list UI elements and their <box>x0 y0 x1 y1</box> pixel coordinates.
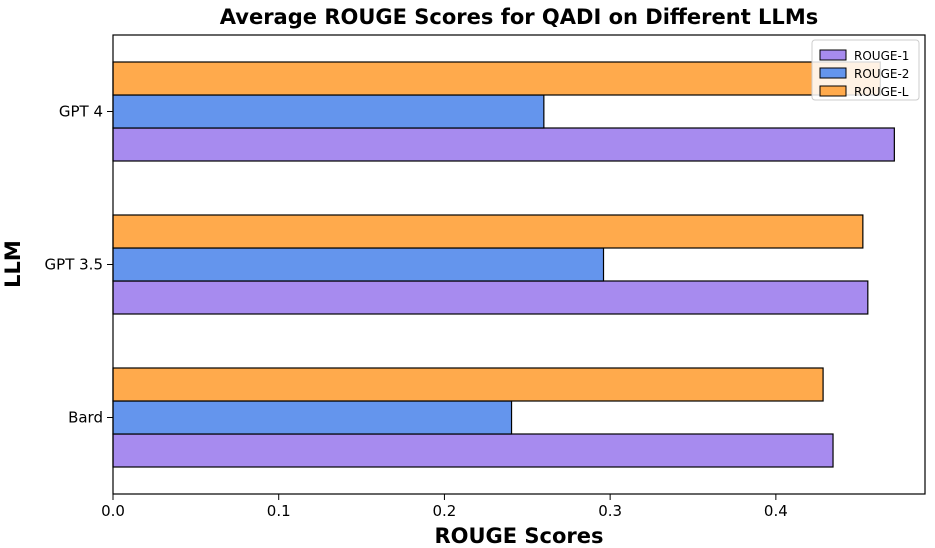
bar-rouge-2-gpt-4 <box>112 94 545 129</box>
legend-label-rouge-1: ROUGE-1 <box>854 49 909 63</box>
bar-rouge-1-gpt-4 <box>112 127 895 162</box>
legend-swatch-rouge-l <box>819 85 847 97</box>
legend-label-rouge-l: ROUGE-L <box>854 85 909 99</box>
y-axis-label: LLM <box>1 240 25 288</box>
plot-frame <box>112 34 926 495</box>
bar-rouge-l-gpt-4 <box>112 61 881 96</box>
bar-rouge-1-gpt-3.5 <box>112 280 869 315</box>
bar-rouge-l-bard <box>112 367 824 402</box>
x-tick-label: 0.4 <box>764 502 788 520</box>
legend-swatch-rouge-2 <box>819 67 847 79</box>
legend: ROUGE-1 ROUGE-2 ROUGE-L <box>811 39 920 101</box>
chart-title: Average ROUGE Scores for QADI on Differe… <box>220 5 818 29</box>
x-tick-label: 0.2 <box>432 502 456 520</box>
x-tick-label: 0.0 <box>101 502 125 520</box>
legend-swatch-rouge-1 <box>819 49 847 61</box>
y-tick-label: GPT 4 <box>59 103 103 121</box>
x-tick-label: 0.3 <box>598 502 622 520</box>
x-tick-label: 0.1 <box>267 502 291 520</box>
plot-area: Bard GPT 3.5 GPT 4 0.0 0.1 0.2 0.3 0.4 <box>45 34 926 520</box>
bar-rouge-2-gpt-3.5 <box>112 247 605 282</box>
bar-rouge-l-gpt-3.5 <box>112 214 864 249</box>
bar-rouge-2-bard <box>112 400 513 435</box>
y-tick-label: Bard <box>68 409 103 427</box>
legend-label-rouge-2: ROUGE-2 <box>854 67 909 81</box>
y-tick-label: GPT 3.5 <box>45 256 103 274</box>
x-axis-label: ROUGE Scores <box>434 524 603 548</box>
bar-rouge-1-bard <box>112 433 834 468</box>
